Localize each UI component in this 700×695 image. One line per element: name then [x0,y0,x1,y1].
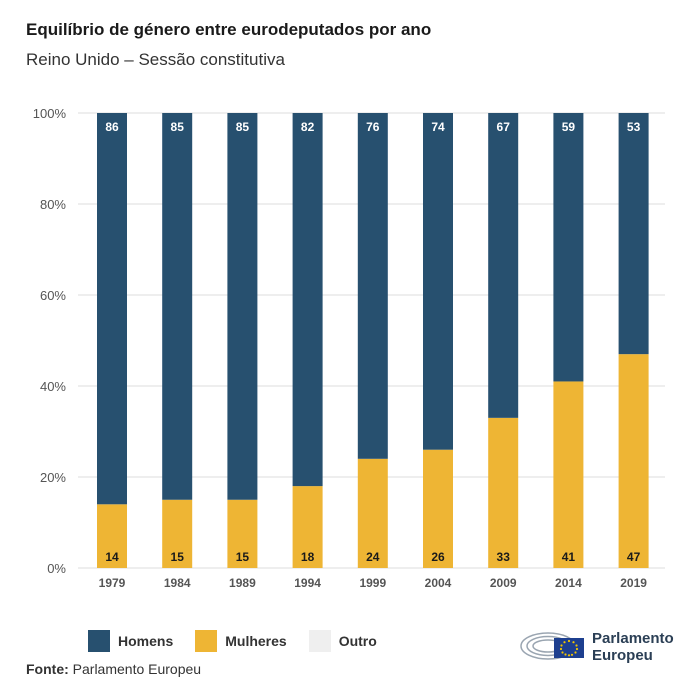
bar-homens [488,113,519,418]
bar-homens [553,113,584,382]
legend-swatch-mulheres [195,630,218,652]
y-tick-label: 20% [40,470,66,485]
data-label-mulheres: 14 [105,550,119,564]
data-label-mulheres: 47 [627,550,641,564]
chart-subtitle: Reino Unido – Sessão constitutiva [26,50,285,69]
x-tick-label: 1994 [294,576,321,590]
y-tick-label: 80% [40,197,66,212]
bar-mulheres [357,458,388,568]
x-tick-label: 1999 [359,576,386,590]
data-label-homens: 76 [366,120,380,134]
bar-mulheres [292,486,323,568]
bar-homens [357,113,388,459]
data-label-homens: 74 [431,120,445,134]
bar-homens [97,113,127,505]
bar-homens [162,113,193,500]
legend-item-homens: Homens [88,630,173,652]
y-tick-label: 0% [47,561,66,576]
y-tick-label: 40% [40,379,66,394]
data-label-mulheres: 24 [366,550,380,564]
bar-mulheres [227,499,258,568]
legend-label-outro: Outro [338,633,377,649]
data-label-homens: 86 [105,120,119,134]
data-label-homens: 67 [497,120,511,134]
data-label-mulheres: 26 [431,550,445,564]
logo-line-1: Parlamento [592,630,674,647]
logo-line-2: Europeu [592,647,653,664]
data-label-mulheres: 15 [171,550,185,564]
x-tick-label: 2019 [620,576,647,590]
data-label-homens: 59 [562,120,576,134]
bar-homens [227,113,258,500]
bar-mulheres [423,449,453,568]
chart-title: Equilíbrio de género entre eurodeputados… [26,20,432,39]
bar-homens [292,113,323,487]
y-tick-label: 60% [40,288,66,303]
x-tick-label: 1979 [99,576,126,590]
logo-text: Parlamento Europeu [592,630,674,664]
data-label-mulheres: 41 [562,550,576,564]
stacked-bar-chart: 0% 20% 40% 60% 80% 100% 86 14 1979 85 15 1984 85 15 19… [33,106,665,590]
x-tick-label: 2009 [490,576,517,590]
data-label-mulheres: 18 [301,550,315,564]
bar-mulheres [618,354,649,568]
y-tick-label: 100% [33,106,67,121]
data-label-mulheres: 15 [236,550,250,564]
bar-mulheres [553,381,584,568]
x-tick-label: 2014 [555,576,582,590]
bar-mulheres [97,504,127,568]
data-label-homens: 53 [627,120,641,134]
bar-mulheres [488,417,519,568]
source-text: Parlamento Europeu [68,661,202,677]
source-note: Fonte: Parlamento Europeu [26,661,201,677]
data-label-homens: 82 [301,120,315,134]
european-parliament-logo: Parlamento Europeu [520,624,680,668]
x-tick-label: 1984 [164,576,191,590]
legend-item-mulheres: Mulheres [195,630,287,652]
legend-swatch-outro [308,630,331,652]
source-label: Fonte: [26,661,69,677]
data-label-homens: 85 [236,120,250,134]
bar-homens [423,113,453,450]
data-label-mulheres: 33 [497,550,511,564]
legend-label-homens: Homens [118,633,174,649]
legend-swatch-homens [88,630,110,652]
x-tick-label: 1989 [229,576,256,590]
legend-label-mulheres: Mulheres [225,633,287,649]
legend-item-outro: Outro [308,630,377,652]
x-tick-label: 2004 [425,576,452,590]
bar-mulheres [162,499,193,568]
legend: Homens Mulheres Outro [88,630,399,652]
data-label-homens: 85 [171,120,185,134]
parliament-hemicycle-icon [520,632,584,660]
bar-homens [618,113,649,355]
